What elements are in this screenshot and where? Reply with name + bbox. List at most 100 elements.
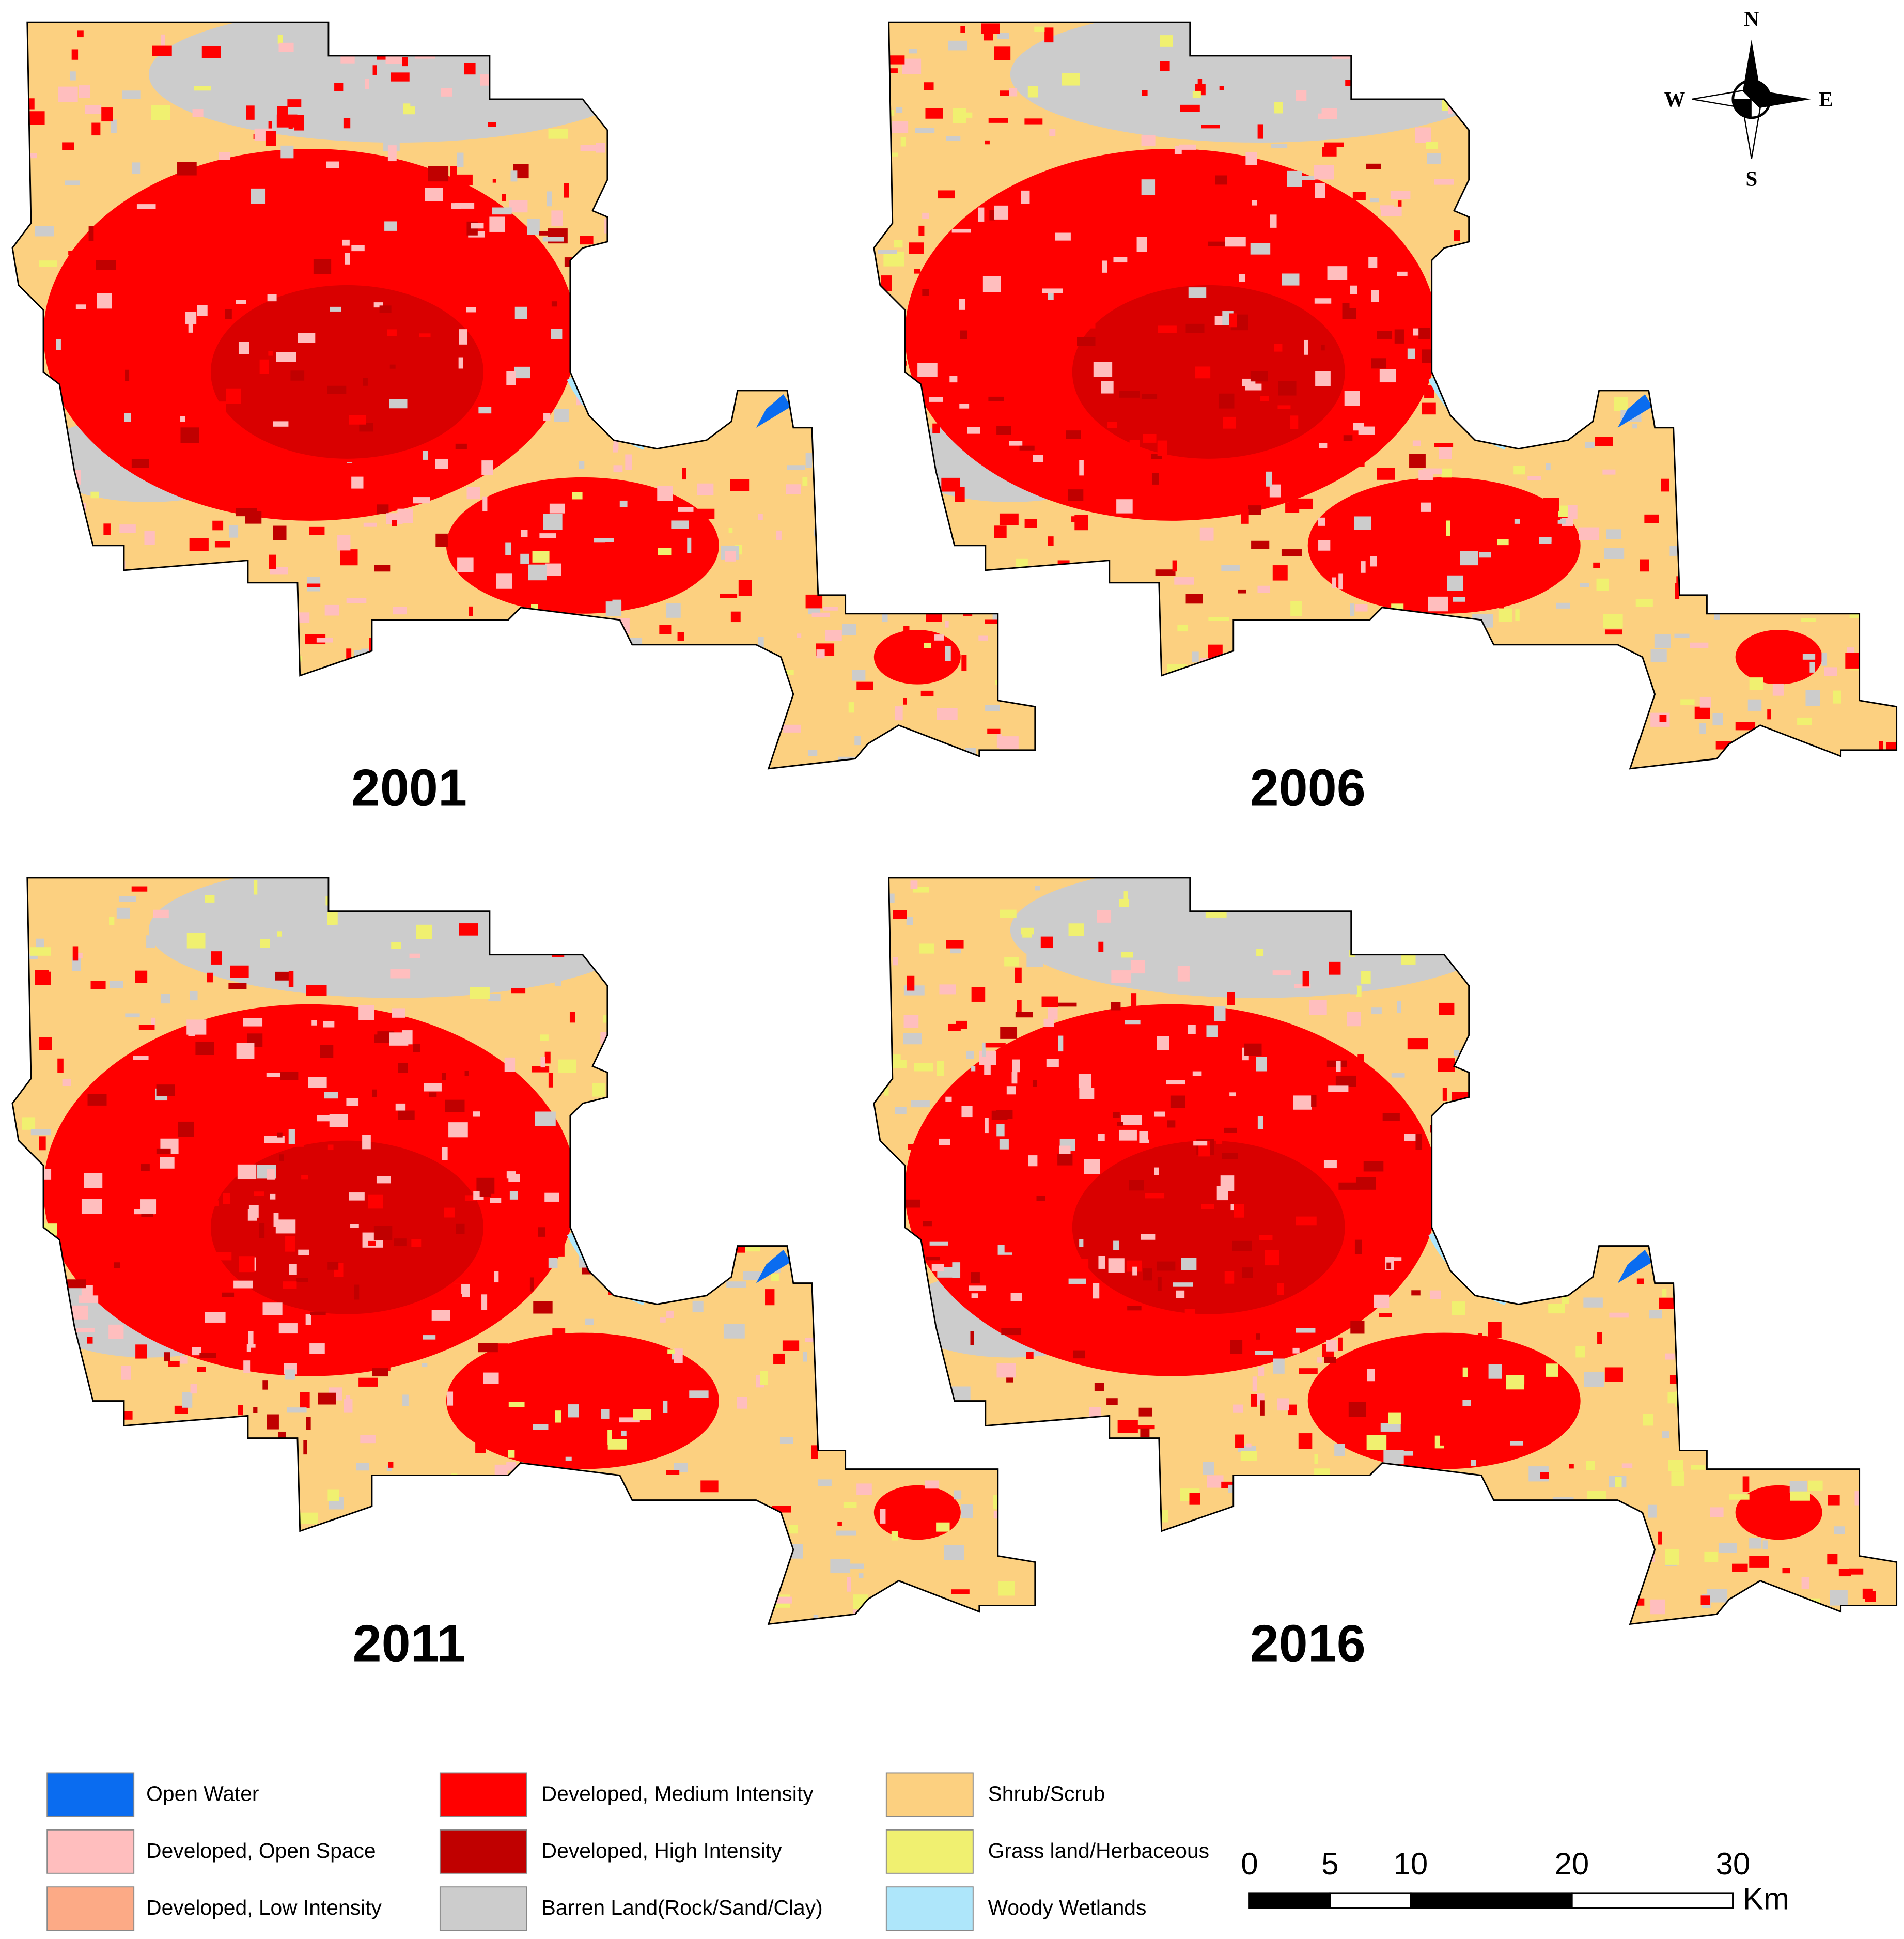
land-cover-patch [377,504,389,514]
land-cover-patch [1504,91,1515,106]
land-cover-patch [1633,920,1646,925]
land-cover-patch [848,702,854,713]
land-cover-patch [1006,664,1014,673]
land-cover-patch [1005,612,1024,628]
land-cover-patch [1026,1606,1035,1621]
land-cover-patch [1890,147,1897,162]
land-cover-patch [1457,882,1471,890]
land-cover-patch [804,367,809,373]
land-cover-patch [1851,97,1864,106]
land-cover-patch [625,740,637,746]
land-cover-patch [1224,1271,1235,1284]
land-cover-patch [1400,1587,1410,1596]
land-cover-patch [1489,431,1497,441]
land-cover-patch [1131,993,1137,1009]
land-cover-patch [502,319,520,328]
land-cover-patch [1296,1216,1317,1226]
land-cover-patch [997,1507,1015,1514]
land-cover-patch [1629,40,1647,49]
land-cover-patch [1251,540,1270,549]
land-cover-patch [394,224,415,237]
land-cover-patch [1394,329,1404,344]
land-cover-patch [48,525,61,531]
land-cover-patch [508,1289,522,1293]
land-cover-patch [1379,369,1396,383]
land-cover-patch [1224,1518,1244,1527]
land-cover-patch [1343,435,1353,441]
land-cover-patch [540,1034,549,1041]
land-cover-patch [913,573,931,585]
land-cover-patch [1681,1429,1696,1440]
land-cover-patch [153,909,169,919]
land-cover-patch [736,967,750,974]
land-cover-patch [1028,1155,1038,1167]
land-cover-patch [1122,1499,1140,1508]
land-cover-patch [1257,124,1263,139]
land-cover-patch [1665,1353,1675,1360]
land-cover-patch [1559,1009,1581,1022]
land-cover-patch [1097,1542,1111,1552]
land-cover-patch [1224,1127,1237,1133]
land-cover-patch [1427,659,1444,672]
land-cover-patch [707,101,721,112]
land-cover-patch [1578,1108,1587,1118]
land-cover-patch [317,1115,338,1122]
land-cover-patch [370,1023,378,1035]
land-cover-patch [159,583,166,596]
land-cover-patch [380,1486,401,1496]
land-cover-patch [837,1031,852,1036]
land-cover-patch [537,763,550,769]
land-cover-patch [1603,966,1616,981]
land-cover-patch [1789,1481,1807,1493]
land-cover-patch [1640,559,1649,572]
land-cover-patch [771,1274,779,1281]
land-cover-patch [830,163,838,178]
land-cover-patch [1648,1061,1661,1066]
land-cover-patch [712,1595,727,1610]
year-label: 2011 [353,1615,466,1672]
land-cover-patch [1889,1446,1897,1454]
land-cover-patch [1367,685,1383,701]
land-cover-patch [919,588,941,604]
land-cover-patch [266,1073,280,1077]
land-cover-patch [1427,153,1441,164]
land-cover-patch [214,541,230,548]
land-cover-patch [906,587,911,592]
land-cover-patch [1315,371,1331,386]
land-cover-patch [1296,1328,1316,1333]
land-cover-patch [309,526,325,535]
land-cover-patch [260,939,270,948]
land-cover-patch [262,888,276,897]
land-cover-patch [889,55,905,65]
land-cover-patch [1585,442,1595,448]
land-cover-patch [1305,1596,1324,1604]
land-cover-patch [59,1616,74,1624]
land-cover-patch [1054,644,1071,653]
land-cover-patch [1824,225,1836,240]
land-cover-patch [199,1353,216,1358]
land-cover-patch [525,746,542,753]
legend-label: Shrub/Scrub [988,1781,1105,1805]
land-cover-patch [895,1107,907,1114]
land-cover-patch [51,757,57,769]
land-cover-patch [1336,1570,1350,1578]
land-cover-patch [1260,1400,1265,1416]
land-cover-patch [372,1089,377,1097]
land-cover-patch [464,1195,476,1201]
land-cover-patch [549,503,565,514]
land-cover-patch [506,371,516,385]
land-cover-patch [1493,122,1503,131]
land-cover-patch [1315,105,1322,114]
land-cover-patch [866,414,878,423]
land-cover-patch [1371,358,1386,369]
land-cover-patch [685,1180,693,1187]
land-cover-patch [1256,949,1264,956]
land-cover-patch [862,1294,875,1299]
land-cover-patch [1042,1535,1060,1546]
land-cover-patch [1867,138,1874,144]
land-cover-patch [129,251,134,261]
land-cover-patch [1845,653,1861,669]
land-cover-patch [815,121,826,136]
land-cover-patch [106,577,122,584]
land-cover-patch [180,427,199,443]
